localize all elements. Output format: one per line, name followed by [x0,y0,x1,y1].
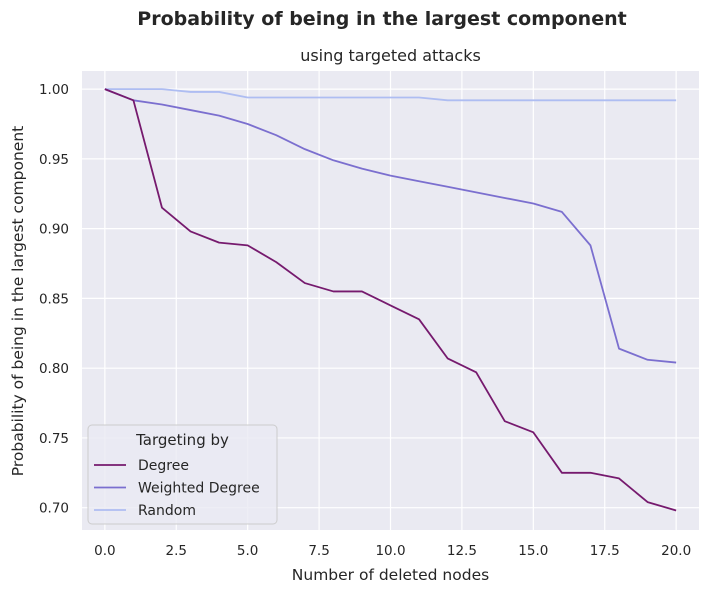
legend-title: Targeting by [135,431,229,449]
legend-items: Degree Weighted Degree Random [94,458,260,519]
x-axis-label: Number of deleted nodes [292,566,489,584]
legend: Targeting by Degree Weighted Degree Random [87,424,278,525]
y-tick-label: 0.85 [39,291,69,307]
legend-label-random: Random [138,503,196,519]
y-tick-label: 0.95 [39,152,69,168]
x-tick-label: 17.5 [590,543,620,559]
x-tick-label: 7.5 [308,543,329,559]
chart-title: Probability of being in the largest comp… [137,8,626,30]
y-tick-label: 0.80 [39,361,69,377]
legend-label-weighted-degree: Weighted Degree [138,481,260,497]
x-tick-label: 12.5 [447,543,477,559]
y-tick-labels: 0.70 0.75 0.80 0.85 0.90 0.95 1.00 [39,82,69,517]
x-tick-label: 2.5 [166,543,187,559]
y-tick-label: 1.00 [39,82,69,98]
series-line-degree [104,88,677,512]
y-tick-label: 0.70 [39,501,69,517]
grid-lines [82,71,699,530]
series-line-random [104,88,677,102]
x-tick-label: 20.0 [661,543,691,559]
chart-subtitle: using targeted attacks [300,46,481,65]
series-line-weighted-degree [104,88,677,364]
x-tick-label: 10.0 [375,543,405,559]
x-tick-labels: 0.0 2.5 5.0 7.5 10.0 12.5 15.0 17.5 20.0 [94,543,691,559]
y-axis-label: Probability of being in the largest comp… [9,126,27,476]
series-lines [104,88,677,512]
legend-box [87,424,278,525]
x-tick-label: 5.0 [237,543,258,559]
legend-label-degree: Degree [138,458,189,474]
x-tick-label: 0.0 [94,543,115,559]
y-tick-label: 0.90 [39,222,69,238]
y-tick-label: 0.75 [39,431,69,447]
x-tick-label: 15.0 [518,543,548,559]
